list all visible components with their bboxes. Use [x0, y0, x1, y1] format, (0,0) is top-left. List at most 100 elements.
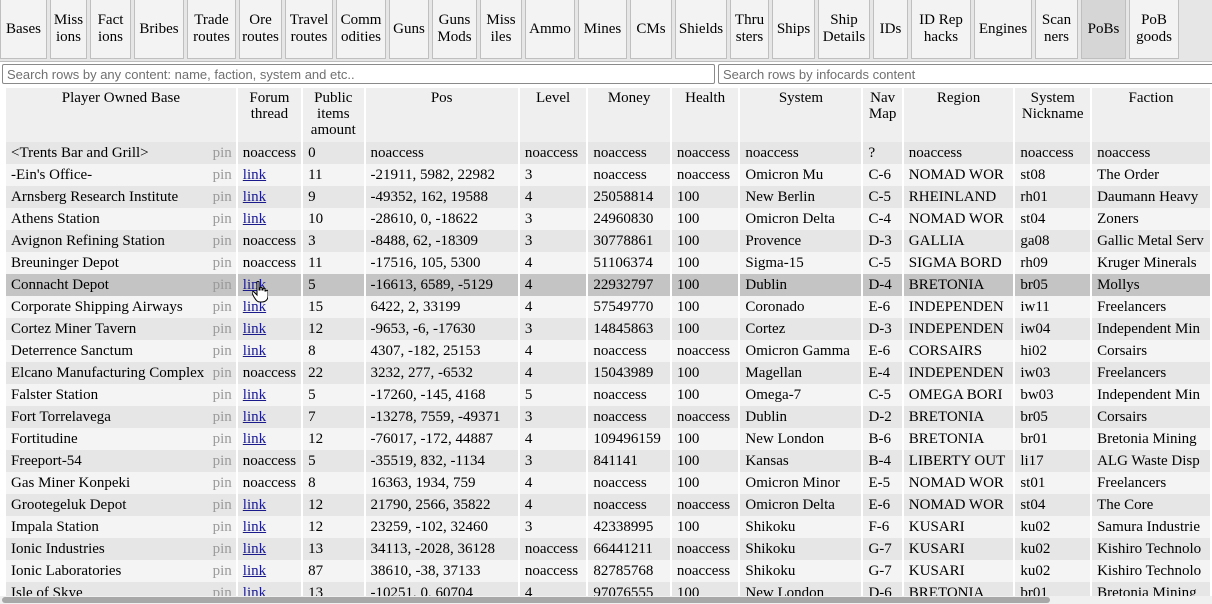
forum-thread-link[interactable]: link: [242, 409, 267, 425]
forum-thread-link[interactable]: link: [242, 211, 267, 227]
table-row[interactable]: Elcano Manufacturing Complex pin noaccess 2…: [6, 362, 1212, 384]
cell-region: NOMAD WOR: [903, 494, 1016, 516]
column-header-forum-thread[interactable]: Forum thread: [237, 88, 304, 142]
tab-ships[interactable]: Ships: [772, 0, 815, 59]
pin-button[interactable]: pin: [212, 585, 232, 598]
forum-thread-link[interactable]: link: [242, 431, 267, 447]
forum-thread-link[interactable]: link: [242, 299, 267, 315]
forum-thread-link[interactable]: link: [242, 563, 267, 579]
tab-id-rep-hacks[interactable]: ID Rep hacks: [911, 0, 971, 59]
cell-pos: 21790, 2566, 35822: [365, 494, 520, 516]
pin-button[interactable]: pin: [212, 563, 232, 579]
table-row[interactable]: Grootegeluk Depot pin link 12 21790, 2566, 3…: [6, 494, 1212, 516]
pin-button[interactable]: pin: [212, 387, 232, 403]
column-header-pos[interactable]: Pos: [365, 88, 520, 142]
table-row[interactable]: Avignon Refining Station pin noaccess 3 -848…: [6, 230, 1212, 252]
column-header-region[interactable]: Region: [903, 88, 1016, 142]
table-row[interactable]: Ionic Laboratories pin link 87 38610, -38, 3…: [6, 560, 1212, 582]
tab-guns-mods[interactable]: Guns Mods: [432, 0, 477, 59]
table-row[interactable]: Athens Station pin link 10 -28610, 0, -18622…: [6, 208, 1212, 230]
pin-button[interactable]: pin: [212, 167, 232, 183]
tab-shields[interactable]: Shields: [675, 0, 727, 59]
pin-button[interactable]: pin: [212, 343, 232, 359]
pin-button[interactable]: pin: [212, 255, 232, 271]
tab-ids[interactable]: IDs: [873, 0, 908, 59]
search-infocards-input[interactable]: [718, 64, 1212, 84]
tab-comm-odities[interactable]: Comm odities: [336, 0, 386, 59]
tab-thru-sters[interactable]: Thru sters: [730, 0, 769, 59]
pin-button[interactable]: pin: [212, 475, 232, 491]
tab-miss-iles[interactable]: Miss iles: [480, 0, 522, 59]
tab-ship-details[interactable]: Ship Details: [818, 0, 870, 59]
forum-thread-link[interactable]: link: [242, 189, 267, 205]
tab-miss-ions[interactable]: Miss ions: [50, 0, 87, 59]
forum-thread-link[interactable]: link: [242, 277, 267, 293]
forum-thread-link[interactable]: link: [242, 167, 267, 183]
tab-bribes[interactable]: Bribes: [134, 0, 184, 59]
pin-button[interactable]: pin: [212, 409, 232, 425]
tab-ammo[interactable]: Ammo: [525, 0, 575, 59]
pin-button[interactable]: pin: [212, 497, 232, 513]
tab-fact-ions[interactable]: Fact ions: [90, 0, 131, 59]
pin-button[interactable]: pin: [212, 145, 232, 161]
forum-thread-link[interactable]: link: [242, 387, 267, 403]
pin-button[interactable]: pin: [212, 431, 232, 447]
forum-thread-link[interactable]: link: [242, 497, 267, 513]
tab-mines[interactable]: Mines: [578, 0, 627, 59]
pin-button[interactable]: pin: [212, 519, 232, 535]
pin-button[interactable]: pin: [212, 541, 232, 557]
pin-button[interactable]: pin: [212, 277, 232, 293]
table-row[interactable]: Breuninger Depot pin noaccess 11 -17516, 105…: [6, 252, 1212, 274]
table-row[interactable]: Cortez Miner Tavern pin link 12 -9653, -6, -…: [6, 318, 1212, 340]
column-header-system[interactable]: System: [740, 88, 864, 142]
tab-ore-routes[interactable]: Ore routes: [239, 0, 282, 59]
tab-scan-ners[interactable]: Scan ners: [1035, 0, 1078, 59]
column-header-public-items-amount[interactable]: Public items amount: [303, 88, 366, 142]
search-rows-input[interactable]: [2, 64, 715, 84]
table-row[interactable]: <Trents Bar and Grill> pin noaccess 0 noacce…: [6, 142, 1212, 164]
tab-guns[interactable]: Guns: [389, 0, 429, 59]
tab-label: Miss iles: [486, 12, 516, 45]
column-header-system-nickname[interactable]: System Nickname: [1015, 88, 1093, 142]
tab-cms[interactable]: CMs: [630, 0, 672, 59]
table-row[interactable]: Connacht Depot pin link 5 -16613, 6589, -512…: [6, 274, 1212, 296]
forum-thread-link[interactable]: link: [242, 585, 267, 598]
table-row[interactable]: Arnsberg Research Institute pin link 9 -4935…: [6, 186, 1212, 208]
forum-thread-link[interactable]: link: [242, 519, 267, 535]
tab-travel-routes[interactable]: Travel routes: [285, 0, 333, 59]
table-row[interactable]: Freeport-54 pin noaccess 5 -35519, 832, -113…: [6, 450, 1212, 472]
tab-engines[interactable]: Engines: [974, 0, 1032, 59]
pin-button[interactable]: pin: [212, 453, 232, 469]
tab-bases[interactable]: Bases: [0, 0, 47, 59]
pin-button[interactable]: pin: [212, 211, 232, 227]
table-row[interactable]: Gas Miner Konpeki pin noaccess 8 16363, 1934…: [6, 472, 1212, 494]
tab-pob-goods[interactable]: PoB goods: [1129, 0, 1179, 59]
column-header-player-owned-base[interactable]: Player Owned Base: [6, 88, 238, 142]
pin-button[interactable]: pin: [212, 299, 232, 315]
column-header-money[interactable]: Money: [588, 88, 672, 142]
table-row[interactable]: Impala Station pin link 12 23259, -102, 3246…: [6, 516, 1212, 538]
horizontal-scrollbar[interactable]: [0, 596, 1212, 604]
column-header-nav-map[interactable]: Nav Map: [863, 88, 904, 142]
column-header-faction[interactable]: Faction: [1092, 88, 1212, 142]
column-header-level[interactable]: Level: [519, 88, 589, 142]
table-row[interactable]: Isle of Skye pin link 13 -10251, 0, 60704 4 97…: [6, 582, 1212, 598]
pin-button[interactable]: pin: [212, 233, 232, 249]
pin-button[interactable]: pin: [212, 321, 232, 337]
column-header-health[interactable]: Health: [671, 88, 741, 142]
forum-thread-link[interactable]: link: [242, 541, 267, 557]
table-row[interactable]: Fort Torrelavega pin link 7 -13278, 7559, -4…: [6, 406, 1212, 428]
tab-trade-routes[interactable]: Trade routes: [187, 0, 236, 59]
table-row[interactable]: Deterrence Sanctum pin link 8 4307, -182, 25…: [6, 340, 1212, 362]
tab-pobs[interactable]: PoBs: [1081, 0, 1126, 59]
table-row[interactable]: Ionic Industries pin link 13 34113, -2028, 3…: [6, 538, 1212, 560]
pin-button[interactable]: pin: [212, 189, 232, 205]
scrollbar-thumb[interactable]: [2, 597, 1050, 603]
table-row[interactable]: Corporate Shipping Airways pin link 15 6422,…: [6, 296, 1212, 318]
forum-thread-link[interactable]: link: [242, 321, 267, 337]
table-row[interactable]: Falster Station pin link 5 -17260, -145, 416…: [6, 384, 1212, 406]
forum-thread-link[interactable]: link: [242, 343, 267, 359]
table-row[interactable]: Fortitudine pin link 12 -76017, -172, 44887 4…: [6, 428, 1212, 450]
pin-button[interactable]: pin: [212, 365, 232, 381]
table-row[interactable]: -Ein's Office-pin link 11 -21911, 5982, 229…: [6, 164, 1212, 186]
